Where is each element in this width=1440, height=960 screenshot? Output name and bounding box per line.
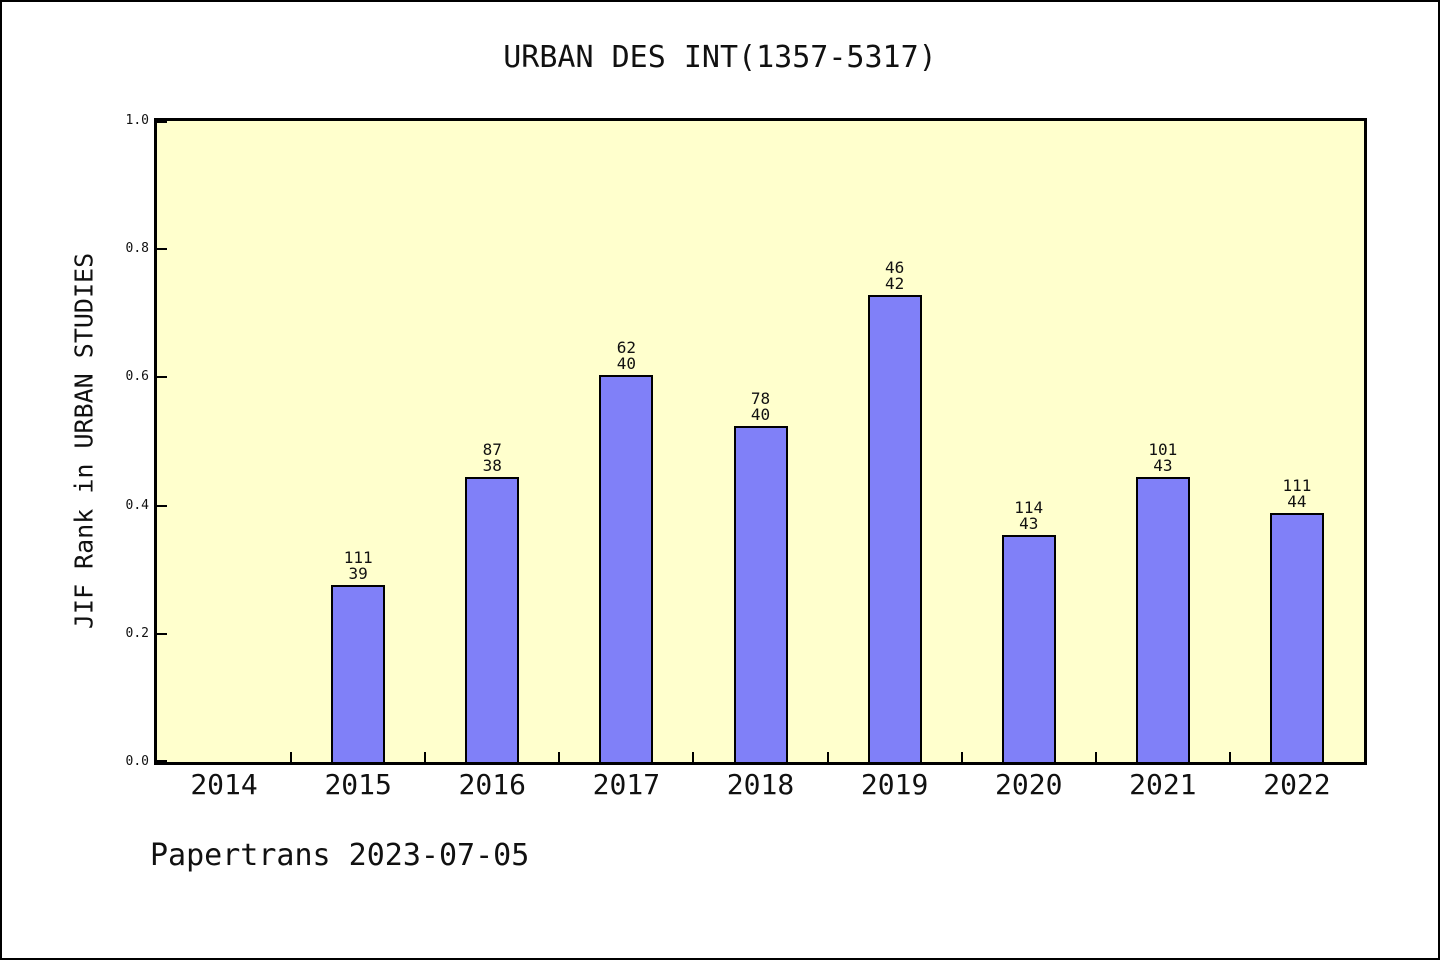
y-tick-mark	[157, 760, 167, 762]
bar-label-line1: 46	[884, 258, 905, 277]
bar-label-line1: 114	[1014, 498, 1044, 517]
bar-2017	[599, 375, 653, 762]
y-tick-mark	[157, 248, 167, 251]
bar-label-line1: 78	[750, 389, 771, 408]
x-tick-mark	[1228, 752, 1231, 762]
bar-2015	[331, 585, 385, 762]
x-tick-mark	[558, 752, 561, 762]
x-tick-label: 2020	[995, 768, 1063, 801]
x-tick-mark	[424, 752, 427, 762]
bar-label-line2: 43	[1153, 456, 1173, 475]
x-tick-mark	[960, 752, 963, 762]
bar-label-line2: 40	[750, 405, 771, 424]
x-tick-label: 2019	[860, 768, 929, 801]
x-tick-label: 2014	[190, 768, 258, 801]
bar-2016	[465, 477, 519, 762]
y-tick-mark	[157, 504, 167, 507]
bar-2021	[1136, 477, 1190, 762]
chart-title: URBAN DES INT(1357-5317)	[503, 40, 937, 75]
x-tick-mark	[826, 752, 829, 762]
bar-label-line2: 39	[348, 564, 368, 583]
bar-2020	[1002, 535, 1056, 762]
bar-value-label: 114 43	[1014, 500, 1043, 532]
y-tick-label: 0.8	[125, 241, 149, 257]
y-tick-mark	[157, 632, 167, 635]
y-tick-label: 0.0	[125, 754, 149, 769]
bar-value-label: 46 42	[885, 260, 904, 292]
bar-label-line2: 42	[884, 274, 905, 293]
y-tick-label: 1.0	[125, 113, 149, 128]
bar-label-line2: 44	[1287, 492, 1307, 511]
bar-label-line1: 111	[343, 548, 373, 567]
y-tick-label: 0.2	[125, 625, 149, 641]
y-axis-label: JIF Rank in URBAN STUDIES	[69, 252, 99, 630]
bar-value-label: 111 44	[1282, 478, 1311, 510]
bar-2019	[868, 295, 922, 762]
bar-value-label: 101 43	[1148, 442, 1177, 474]
bar-value-label: 78 40	[751, 391, 770, 423]
bar-value-label: 111 39	[344, 550, 373, 582]
x-tick-label: 2018	[726, 768, 795, 801]
plot-area: 2014 2015 2016 2017 2018 2019 2020 2021 2022 0.0 0…	[126, 113, 1367, 801]
x-tick-label: 2022	[1263, 768, 1331, 801]
footer-watermark: Papertrans 2023-07-05	[150, 838, 530, 873]
y-tick-label: 0.4	[125, 497, 149, 513]
x-tick-mark	[692, 752, 695, 762]
y-tick-mark	[157, 121, 167, 123]
bar-label-line1: 101	[1148, 440, 1178, 459]
bar-label-line1: 87	[482, 440, 502, 459]
bar-2022	[1270, 513, 1324, 762]
bar-label-line2: 43	[1019, 514, 1039, 533]
y-tick-label: 0.6	[125, 369, 149, 385]
x-tick-mark	[1094, 752, 1097, 762]
bar-2018	[734, 426, 788, 762]
y-tick-mark	[157, 376, 167, 379]
bar-label-line1: 62	[616, 338, 637, 357]
x-tick-label: 2015	[324, 768, 392, 801]
bar-label-line2: 38	[482, 456, 502, 475]
bar-label-line2: 40	[616, 354, 637, 373]
x-tick-label: 2021	[1129, 768, 1197, 801]
bar-value-label: 62 40	[617, 340, 636, 372]
bar-value-label: 87 38	[483, 442, 502, 474]
x-tick-label: 2016	[458, 768, 526, 801]
x-tick-mark	[290, 752, 293, 762]
bar-label-line1: 111	[1282, 476, 1312, 495]
x-tick-label: 2017	[592, 768, 661, 801]
